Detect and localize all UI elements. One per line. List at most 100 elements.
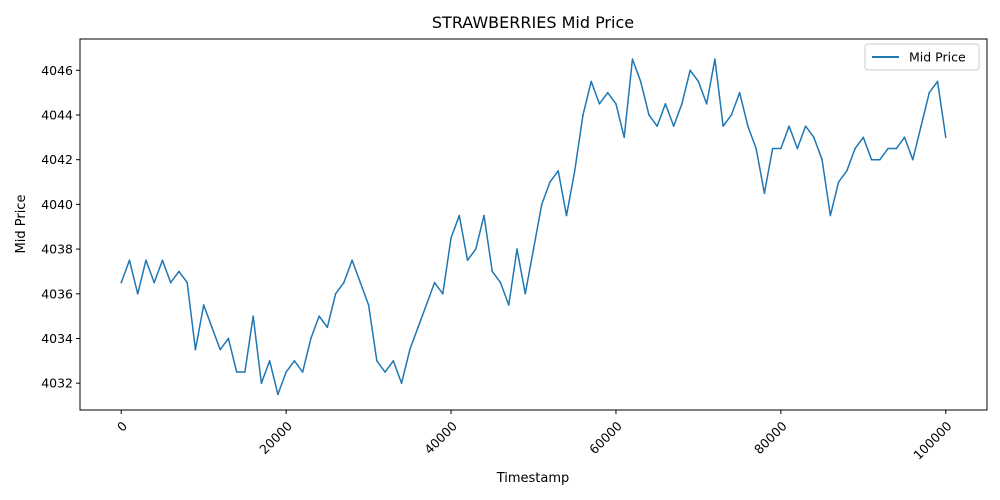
data-point bbox=[235, 371, 238, 373]
data-point bbox=[186, 281, 188, 284]
data-point bbox=[689, 69, 691, 72]
data-point bbox=[483, 214, 485, 217]
data-point bbox=[466, 259, 469, 262]
data-point bbox=[392, 360, 395, 362]
data-point bbox=[474, 248, 477, 250]
data-point bbox=[507, 304, 510, 306]
data-point bbox=[920, 125, 922, 127]
data-point bbox=[681, 103, 683, 105]
data-point bbox=[194, 348, 197, 351]
chart-title: STRAWBERRIES Mid Price bbox=[432, 13, 634, 32]
data-point bbox=[433, 281, 436, 284]
y-tick-label: 4046 bbox=[41, 63, 73, 78]
data-point bbox=[417, 326, 419, 329]
data-point bbox=[219, 348, 221, 351]
data-point bbox=[829, 214, 832, 217]
data-point bbox=[854, 147, 856, 150]
data-point bbox=[549, 181, 551, 183]
data-point bbox=[730, 114, 733, 116]
data-point bbox=[623, 136, 625, 139]
x-axis-ticks: 0 20000 40000 60000 80000 100000 bbox=[114, 410, 955, 463]
data-point bbox=[879, 158, 881, 161]
data-point bbox=[705, 103, 708, 105]
data-point bbox=[178, 270, 180, 273]
data-point bbox=[136, 292, 139, 295]
data-point bbox=[202, 304, 205, 306]
data-point bbox=[359, 281, 362, 284]
data-point bbox=[788, 125, 790, 127]
data-point bbox=[606, 91, 609, 94]
data-point bbox=[763, 192, 766, 195]
data-point bbox=[846, 170, 848, 172]
y-axis-ticks: 4032 4034 4036 4038 4040 4042 4044 4046 bbox=[41, 63, 80, 391]
data-point bbox=[796, 147, 799, 150]
plot-background bbox=[80, 39, 987, 410]
legend-label: Mid Price bbox=[909, 50, 966, 65]
data-point bbox=[450, 237, 452, 239]
data-point bbox=[697, 80, 700, 83]
plot-frame bbox=[79, 38, 988, 411]
data-point bbox=[293, 360, 296, 362]
data-point bbox=[615, 103, 617, 105]
data-point bbox=[887, 147, 889, 150]
data-point bbox=[516, 248, 518, 250]
data-point bbox=[376, 360, 378, 362]
legend: Mid Price bbox=[864, 43, 980, 71]
y-tick-label: 4032 bbox=[41, 376, 73, 391]
data-point bbox=[285, 371, 287, 373]
data-point bbox=[656, 125, 658, 127]
data-point bbox=[895, 147, 898, 150]
data-point bbox=[747, 125, 749, 127]
data-point bbox=[903, 136, 906, 139]
data-point bbox=[128, 259, 131, 262]
data-point bbox=[582, 114, 584, 116]
data-point bbox=[326, 326, 329, 329]
data-point bbox=[318, 315, 320, 317]
data-point bbox=[153, 281, 156, 284]
data-point bbox=[573, 170, 576, 172]
data-point bbox=[169, 281, 172, 284]
legend-box bbox=[864, 43, 980, 71]
data-point bbox=[227, 337, 230, 340]
data-point bbox=[310, 337, 312, 340]
data-point bbox=[277, 393, 279, 396]
data-point bbox=[540, 203, 543, 206]
data-point bbox=[944, 136, 947, 139]
series-layer bbox=[120, 58, 947, 396]
data-point bbox=[780, 147, 782, 150]
data-point bbox=[837, 181, 840, 183]
data-point bbox=[714, 58, 716, 60]
data-point bbox=[648, 114, 650, 116]
data-point bbox=[936, 80, 939, 83]
data-point bbox=[672, 125, 675, 127]
data-point bbox=[491, 270, 494, 273]
x-tick-label: 0 bbox=[114, 418, 130, 434]
data-point bbox=[268, 360, 271, 362]
x-tick-label: 40000 bbox=[421, 418, 460, 457]
data-point bbox=[524, 292, 527, 295]
data-point bbox=[639, 80, 642, 83]
y-tick-label: 4038 bbox=[41, 242, 73, 257]
data-point bbox=[565, 214, 568, 217]
data-point bbox=[870, 158, 873, 161]
data-point bbox=[557, 170, 560, 172]
x-tick-label: 80000 bbox=[751, 418, 790, 457]
data-point bbox=[755, 147, 757, 150]
data-point bbox=[425, 304, 428, 306]
data-point bbox=[409, 348, 411, 351]
data-point bbox=[211, 326, 213, 329]
data-point bbox=[813, 136, 815, 139]
x-axis-label: Timestamp bbox=[496, 471, 570, 486]
x-tick-label: 100000 bbox=[910, 418, 954, 462]
data-point bbox=[771, 147, 774, 150]
y-tick-label: 4042 bbox=[41, 152, 73, 167]
data-point bbox=[301, 371, 304, 373]
y-tick-label: 4044 bbox=[41, 107, 73, 122]
data-point bbox=[145, 259, 147, 262]
data-point bbox=[804, 125, 807, 127]
data-point bbox=[738, 91, 741, 94]
x-tick-label: 20000 bbox=[256, 418, 295, 457]
data-point bbox=[499, 281, 502, 284]
data-point bbox=[351, 259, 353, 262]
data-point bbox=[334, 292, 337, 295]
